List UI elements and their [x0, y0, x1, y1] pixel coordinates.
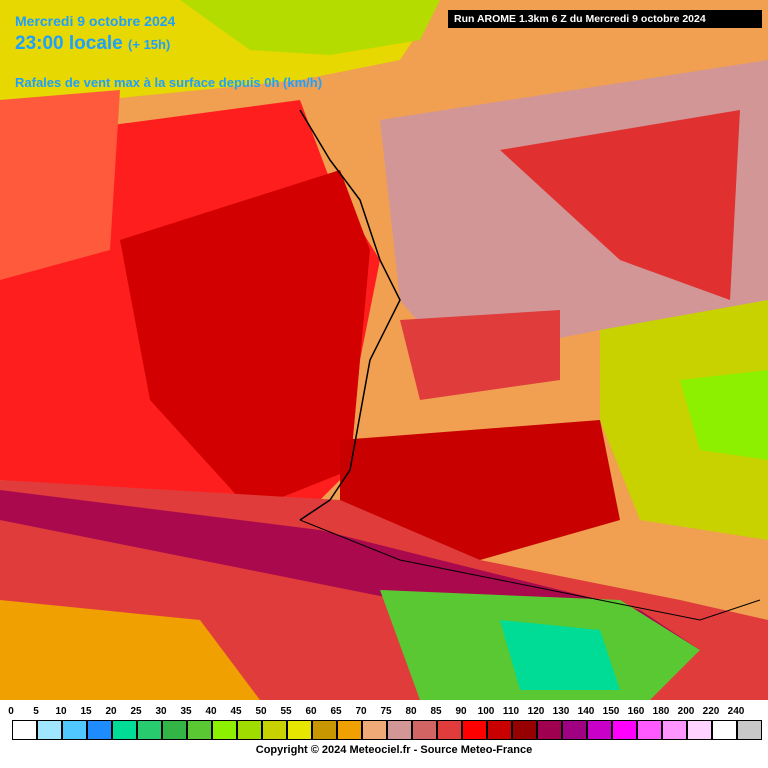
- legend-label: 130: [552, 706, 570, 717]
- legend-swatch: [312, 720, 337, 740]
- legend-swatch: [462, 720, 487, 740]
- zone-low: [600, 300, 768, 540]
- legend-label: 100: [477, 706, 495, 717]
- legend-label: 15: [80, 706, 92, 717]
- legend-label: 220: [702, 706, 720, 717]
- legend-label: 10: [55, 706, 67, 717]
- legend-label: 160: [627, 706, 645, 717]
- legend-swatch: [612, 720, 637, 740]
- legend-label: 75: [380, 706, 392, 717]
- legend-swatch: [562, 720, 587, 740]
- run-info: Run AROME 1.3km 6 Z du Mercredi 9 octobr…: [448, 10, 762, 28]
- wind-map: [0, 0, 768, 700]
- legend-swatch: [62, 720, 87, 740]
- legend-label: 85: [430, 706, 442, 717]
- legend-swatch: [37, 720, 62, 740]
- zone-very-strong: [120, 170, 370, 510]
- legend-label: 140: [577, 706, 595, 717]
- legend-label: 55: [280, 706, 292, 717]
- legend-swatch: [162, 720, 187, 740]
- legend-label: 90: [455, 706, 467, 717]
- time-value: 23:00 locale: [15, 33, 123, 54]
- legend-label: 30: [155, 706, 167, 717]
- legend-swatch: [237, 720, 262, 740]
- border: [299, 519, 761, 621]
- date: Mercredi 9 octobre 2024: [15, 13, 176, 29]
- legend-label: 45: [230, 706, 242, 717]
- legend-label: 50: [255, 706, 267, 717]
- legend-swatch: [212, 720, 237, 740]
- legend-swatch: [662, 720, 687, 740]
- zone-medium: [0, 600, 260, 700]
- legend-label: 5: [33, 706, 39, 717]
- legend-label: 200: [677, 706, 695, 717]
- legend-swatch: [87, 720, 112, 740]
- legend-swatch: [387, 720, 412, 740]
- zone-calm: [500, 620, 620, 690]
- legend-label: 35: [180, 706, 192, 717]
- legend-swatch: [512, 720, 537, 740]
- legend-label: 80: [405, 706, 417, 717]
- legend-swatch: [12, 720, 37, 740]
- legend-label: 65: [330, 706, 342, 717]
- legend-swatch: [412, 720, 437, 740]
- legend-swatch: [537, 720, 562, 740]
- legend-swatch: [337, 720, 362, 740]
- legend-label: 20: [105, 706, 117, 717]
- legend-label: 150: [602, 706, 620, 717]
- legend-swatch: [187, 720, 212, 740]
- copyright: Copyright © 2024 Meteociel.fr - Source M…: [255, 744, 533, 756]
- legend-label: 40: [205, 706, 217, 717]
- legend-swatch: [487, 720, 512, 740]
- legend-label: 70: [355, 706, 367, 717]
- legend-label: 120: [527, 706, 545, 717]
- legend-swatch: [587, 720, 612, 740]
- legend-swatch: [637, 720, 662, 740]
- time: 23:00 locale (+ 15h): [15, 33, 170, 55]
- legend-label: 180: [652, 706, 670, 717]
- zone-low: [680, 370, 768, 460]
- legend-label: 0: [8, 706, 14, 717]
- legend-swatch: [137, 720, 162, 740]
- zone-low: [180, 0, 440, 55]
- zone-very-strong: [340, 420, 620, 560]
- legend-swatch: [362, 720, 387, 740]
- legend-label: 240: [727, 706, 745, 717]
- legend-label: 110: [502, 706, 520, 717]
- legend-swatch: [112, 720, 137, 740]
- legend-swatch: [287, 720, 312, 740]
- zone-strong: [0, 90, 120, 280]
- legend-swatch: [262, 720, 287, 740]
- legend-swatch: [437, 720, 462, 740]
- legend-swatch: [687, 720, 712, 740]
- legend-swatch: [712, 720, 737, 740]
- zone-strong: [400, 310, 560, 400]
- subtitle: Rafales de vent max à la surface depuis …: [15, 75, 323, 90]
- legend-swatch: [737, 720, 762, 740]
- legend-label: 25: [130, 706, 142, 717]
- time-offset: (+ 15h): [128, 37, 171, 52]
- coastline: [299, 109, 401, 521]
- legend-label: 60: [305, 706, 317, 717]
- zone-strong: [500, 110, 740, 300]
